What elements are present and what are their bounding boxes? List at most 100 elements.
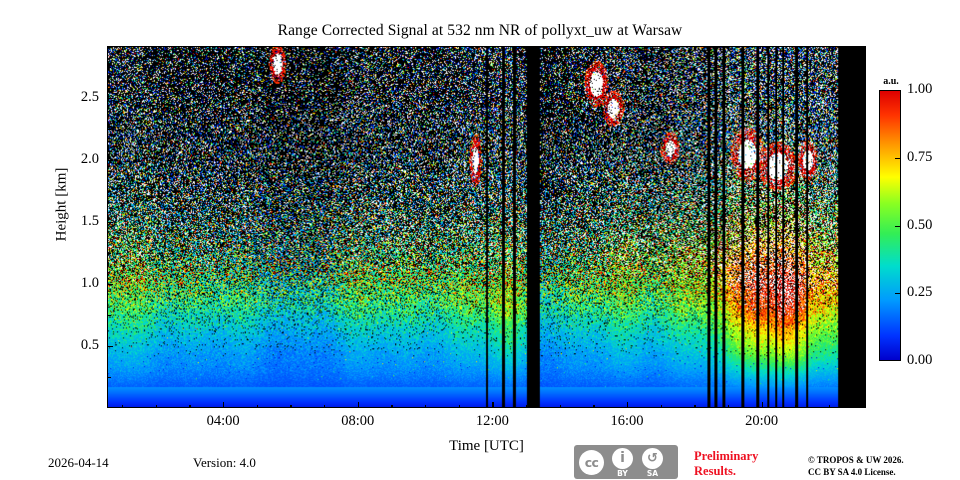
cc-icon: cc <box>579 449 604 475</box>
x-tick-mark <box>761 46 763 52</box>
x-minor-tick-mark <box>593 46 595 50</box>
footer-date: 2026-04-14 <box>48 455 109 470</box>
x-axis-label: Time [UTC] <box>449 438 524 454</box>
creative-commons-badge[interactable]: cc i ↺ BY SA <box>574 445 678 479</box>
cc-by-label: BY <box>617 469 628 478</box>
x-tick-label: 12:00 <box>475 413 509 429</box>
x-tick-mark <box>761 402 763 408</box>
x-minor-tick-mark <box>324 404 326 408</box>
x-minor-tick-mark <box>324 46 326 50</box>
y-minor-tick-mark <box>862 315 866 317</box>
x-tick-mark <box>627 402 629 408</box>
x-minor-tick-mark <box>526 46 528 50</box>
colorbar-tick-label: 0.25 <box>907 284 933 301</box>
x-minor-tick-mark <box>155 404 158 408</box>
colorbar-tick-mark <box>895 293 901 295</box>
y-tick-label: 1.5 <box>80 213 99 230</box>
y-tick-mark <box>860 160 866 162</box>
x-tick-mark <box>492 402 494 408</box>
x-minor-tick-mark <box>593 404 595 408</box>
copyright-credits: © TROPOS & UW 2026. CC BY SA 4.0 License… <box>808 455 904 479</box>
x-minor-tick-mark <box>458 404 461 408</box>
y-tick-label: 1.0 <box>80 275 99 292</box>
x-minor-tick-mark <box>795 404 797 408</box>
x-minor-tick-mark <box>425 404 427 408</box>
x-tick-mark <box>357 46 360 52</box>
x-minor-tick-mark <box>391 46 393 50</box>
x-tick-label: 08:00 <box>341 413 375 429</box>
x-tick-label: 16:00 <box>610 413 644 429</box>
cc-sa-label: SA <box>646 469 659 478</box>
x-minor-tick-mark <box>694 404 696 408</box>
x-minor-tick-mark <box>122 46 124 50</box>
x-minor-tick-mark <box>189 404 191 408</box>
colorbar-tick-mark <box>895 157 901 159</box>
x-minor-tick-mark <box>391 404 393 408</box>
x-tick-mark <box>223 46 225 52</box>
colorbar-tick-label: 0.75 <box>907 148 933 165</box>
x-minor-tick-mark <box>290 404 292 408</box>
x-minor-tick-mark <box>694 46 696 50</box>
y-tick-mark <box>860 284 866 286</box>
y-minor-tick-mark <box>107 315 111 317</box>
x-minor-tick-mark <box>526 404 528 408</box>
x-minor-tick-mark <box>559 46 561 50</box>
y-minor-tick-mark <box>862 67 866 69</box>
x-minor-tick-mark <box>862 404 864 408</box>
x-minor-tick-mark <box>155 46 158 50</box>
quicklook-plot-area[interactable] <box>107 46 866 408</box>
x-minor-tick-mark <box>660 46 662 50</box>
y-minor-tick-mark <box>862 129 866 131</box>
y-minor-tick-mark <box>107 191 111 193</box>
y-minor-tick-mark <box>862 191 866 193</box>
x-tick-label: 04:00 <box>206 413 240 429</box>
x-minor-tick-mark <box>256 46 259 50</box>
footer-version: Version: 4.0 <box>193 455 256 470</box>
y-tick-mark <box>107 98 113 100</box>
y-minor-tick-mark <box>107 377 111 379</box>
preliminary-line-2: Results. <box>694 463 737 478</box>
y-tick-mark <box>107 222 113 224</box>
y-tick-mark <box>860 346 866 348</box>
x-minor-tick-mark <box>828 404 831 408</box>
credit-line-1: © TROPOS & UW 2026. <box>808 455 904 465</box>
y-tick-label: 0.5 <box>80 337 99 353</box>
x-minor-tick-mark <box>458 46 461 50</box>
x-minor-tick-mark <box>728 404 730 408</box>
colorbar-tick-label: 1.00 <box>907 81 933 97</box>
y-tick-mark <box>860 98 866 100</box>
y-minor-tick-mark <box>862 253 866 255</box>
y-tick-mark <box>107 346 113 348</box>
colorbar-tick-mark <box>895 225 901 227</box>
y-tick-mark <box>107 284 113 286</box>
x-minor-tick-mark <box>862 46 864 50</box>
x-tick-label: 20:00 <box>745 413 779 429</box>
x-tick-mark <box>357 402 360 408</box>
x-minor-tick-mark <box>256 404 259 408</box>
x-minor-tick-mark <box>189 46 191 50</box>
y-axis-label: Height [km] <box>53 167 70 242</box>
preliminary-line-1: Preliminary <box>694 449 759 463</box>
x-minor-tick-mark <box>290 46 292 50</box>
colorbar-tick-label: 0.00 <box>907 352 933 368</box>
y-tick-mark <box>860 222 866 224</box>
x-minor-tick-mark <box>660 404 662 408</box>
x-tick-mark <box>492 46 494 52</box>
x-minor-tick-mark <box>828 46 831 50</box>
y-tick-label: 2.0 <box>80 151 99 168</box>
x-minor-tick-mark <box>795 46 797 50</box>
cc-sa-icon: ↺ <box>642 448 663 469</box>
range-corrected-signal-heatmap <box>108 47 865 407</box>
credit-line-2: CC BY SA 4.0 License. <box>808 466 896 477</box>
x-tick-mark <box>627 46 629 52</box>
y-minor-tick-mark <box>862 377 866 379</box>
y-tick-label: 2.5 <box>80 89 99 106</box>
x-minor-tick-mark <box>425 46 427 50</box>
colorbar-unit-label: a.u. <box>883 76 899 87</box>
colorbar-tick-label: 0.50 <box>907 216 933 233</box>
x-tick-mark <box>223 402 225 408</box>
x-minor-tick-mark <box>122 404 124 408</box>
preliminary-results-note: Preliminary Results. <box>694 449 758 479</box>
figure-title: Range Corrected Signal at 532 nm NR of p… <box>277 22 683 39</box>
